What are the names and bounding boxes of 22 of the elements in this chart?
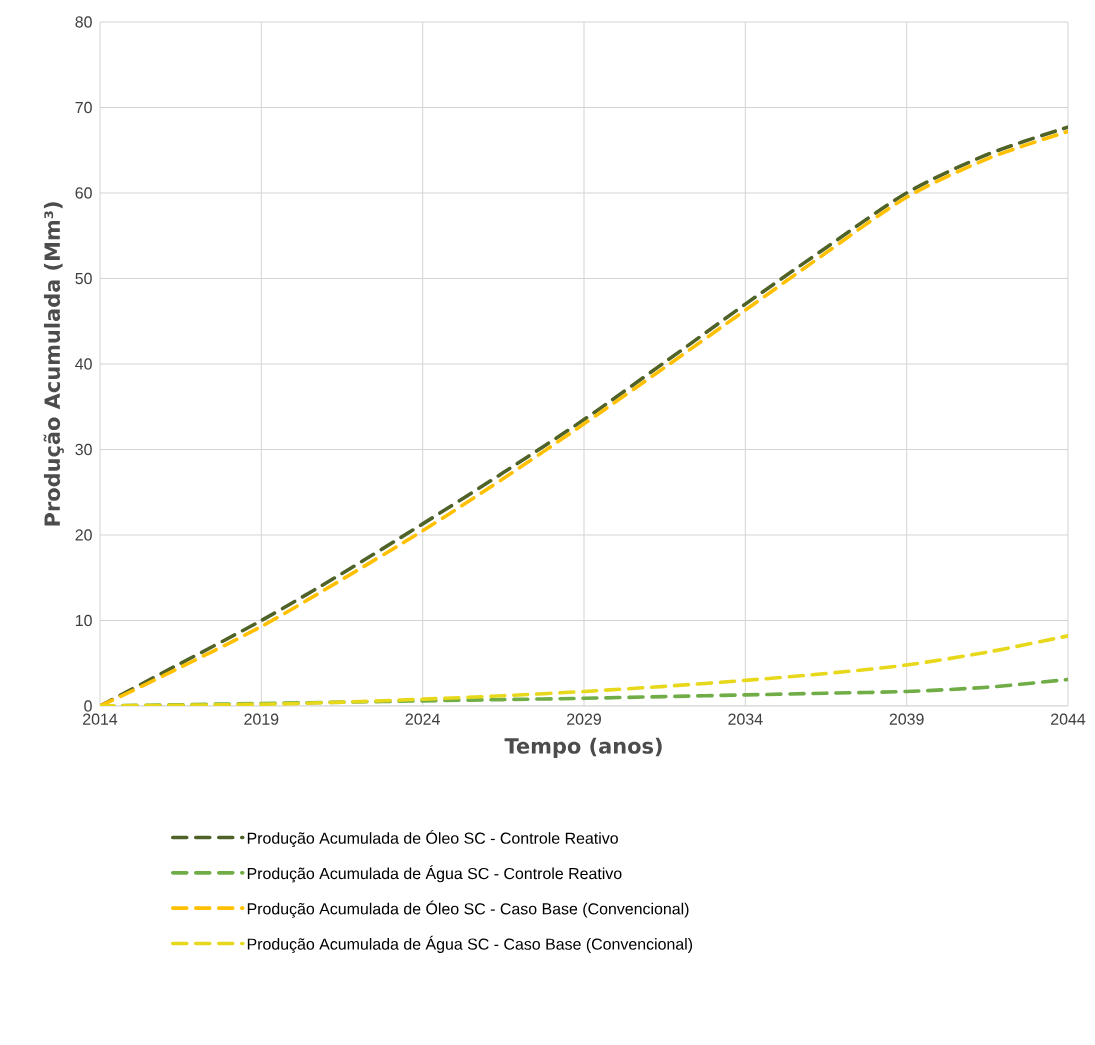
x-tick-label: 2024 bbox=[405, 713, 440, 725]
x-axis-title: Tempo (anos) bbox=[504, 737, 662, 758]
y-tick-label: 50 bbox=[75, 272, 92, 285]
y-tick-label: 20 bbox=[75, 529, 92, 541]
x-tick-label: 2034 bbox=[728, 713, 763, 725]
x-tick-label: 2014 bbox=[83, 713, 118, 725]
x-tick-label: 2044 bbox=[1051, 713, 1086, 725]
x-tick-label: 2029 bbox=[567, 713, 601, 725]
y-tick-label: 80 bbox=[75, 16, 92, 28]
x-tick-label: 2019 bbox=[244, 713, 279, 725]
legend-label: Produção Acumulada de Água SC - Controle Reativo bbox=[247, 865, 622, 883]
y-tick-label: 60 bbox=[75, 187, 92, 199]
legend-label: Produção Acumulada de Água SC - Caso Base (Convencional) bbox=[247, 935, 693, 953]
y-tick-label: 0 bbox=[84, 700, 92, 712]
y-tick-label: 70 bbox=[75, 101, 92, 114]
legend-label: Produção Acumulada de Óleo SC - Caso Base (Convencional) bbox=[247, 900, 689, 918]
x-tick-label: 2039 bbox=[889, 713, 924, 725]
y-tick-label: 30 bbox=[75, 443, 92, 456]
legend-label: Produção Acumulada de Óleo SC - Controle Reativo bbox=[247, 829, 618, 848]
y-tick-label: 40 bbox=[75, 358, 92, 370]
y-tick-label: 10 bbox=[75, 614, 92, 627]
y-axis-title: Produção Acumulada (Mm³) bbox=[43, 202, 64, 526]
